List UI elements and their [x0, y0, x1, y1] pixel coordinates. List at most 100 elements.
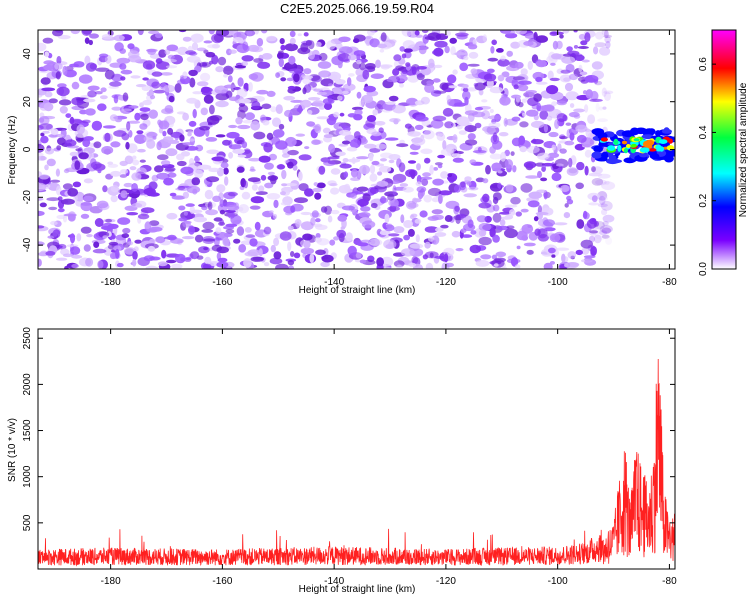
heatmap-cell: [113, 130, 127, 137]
heatmap-cell: [605, 236, 613, 245]
heatmap-cell: [518, 80, 532, 85]
heatmap-cell: [444, 215, 453, 222]
heatmap-cell: [453, 102, 466, 107]
heatmap-cell: [87, 90, 97, 98]
heatmap-cell: [564, 203, 569, 208]
heatmap-cell: [515, 95, 521, 103]
x-tick-label: -120: [436, 277, 456, 288]
heatmap-cell: [396, 264, 403, 269]
heatmap-cell: [399, 139, 405, 145]
heatmap-cell: [72, 181, 82, 188]
heatmap-cell: [498, 132, 509, 137]
heatmap-cell: [227, 211, 236, 219]
heatmap-cell: [270, 175, 277, 185]
heatmap-cell: [205, 51, 216, 58]
heatmap-cell: [474, 106, 484, 111]
heatmap-cell: [188, 120, 197, 127]
heatmap-cell: [110, 141, 121, 148]
heatmap-cell: [67, 214, 76, 222]
heatmap-cell: [483, 73, 497, 82]
heatmap-cell: [416, 163, 421, 171]
heatmap-cell: [464, 125, 477, 133]
heatmap-cell: [157, 261, 168, 267]
heatmap-cell: [434, 232, 447, 237]
heatmap-cell: [444, 45, 450, 54]
heatmap-cell: [478, 202, 492, 209]
heatmap-cell: [467, 44, 478, 50]
heatmap-cell: [621, 130, 636, 138]
heatmap-cell: [374, 121, 386, 126]
heatmap-cell: [318, 165, 326, 175]
heatmap-cell: [511, 137, 522, 147]
heatmap-cell: [311, 210, 319, 218]
heatmap-cell: [597, 203, 608, 208]
heatmap-cell: [185, 50, 197, 55]
heatmap-cell: [264, 162, 274, 170]
heatmap-cell: [504, 159, 514, 169]
heatmap-cell: [400, 248, 415, 257]
heatmap-cell: [470, 68, 478, 75]
heatmap-cell: [171, 263, 183, 269]
heatmap-cell: [258, 248, 263, 257]
heatmap-cell: [476, 215, 487, 223]
heatmap-cell: [541, 164, 547, 172]
heatmap-cell: [137, 148, 146, 153]
heatmap-cell: [475, 177, 485, 183]
heatmap-cell: [126, 212, 139, 216]
heatmap-cell: [233, 202, 239, 209]
heatmap-cell: [191, 42, 199, 51]
heatmap-cell: [505, 183, 514, 193]
heatmap-cell: [242, 41, 249, 51]
heatmap-cell: [456, 124, 463, 130]
heatmap-cell: [249, 205, 261, 210]
heatmap-cell: [420, 96, 430, 105]
heatmap-cell: [436, 133, 446, 141]
heatmap-cell: [456, 213, 467, 219]
heatmap-cell: [567, 251, 577, 259]
heatmap-cell: [160, 72, 173, 76]
heatmap-cell: [153, 89, 166, 94]
heatmap-cell: [375, 59, 381, 69]
heatmap-cell: [447, 74, 457, 84]
heatmap-cell: [598, 106, 604, 111]
heatmap-cell: [263, 262, 270, 267]
heatmap-cell: [232, 37, 244, 43]
heatmap-cell: [405, 62, 411, 67]
heatmap-cell: [65, 113, 72, 118]
heatmap-cell: [591, 166, 596, 173]
heatmap-cell: [551, 172, 562, 182]
heatmap-cell: [270, 244, 276, 253]
heatmap-cell: [584, 165, 589, 176]
heatmap-cell: [448, 85, 458, 89]
heatmap-cell: [339, 112, 345, 117]
heatmap-cell: [237, 77, 244, 87]
heatmap-cell: [600, 200, 613, 211]
heatmap-cell: [380, 158, 387, 162]
heatmap-cell: [155, 58, 163, 64]
heatmap-cell: [279, 38, 285, 45]
heatmap-cell: [462, 122, 469, 126]
heatmap-cell: [499, 96, 511, 106]
heatmap-cell: [194, 234, 204, 243]
heatmap-cell: [385, 101, 396, 105]
heatmap-cell: [287, 225, 294, 231]
heatmap-cell: [148, 30, 160, 35]
heatmap-cell: [512, 76, 525, 81]
heatmap-cell: [407, 160, 417, 164]
heatmap-cell: [216, 184, 226, 193]
heatmap-cell: [519, 121, 529, 128]
heatmap-cell: [359, 259, 367, 264]
heatmap-cell: [178, 30, 187, 33]
heatmap-cell: [342, 158, 349, 163]
heatmap-cell: [178, 205, 186, 211]
heatmap-cell: [466, 87, 478, 92]
heatmap-cell: [639, 152, 648, 158]
y-tick-label: 40: [22, 48, 33, 60]
heatmap-cell: [527, 60, 533, 70]
heatmap-cell: [432, 239, 437, 244]
heatmap-cell: [497, 182, 502, 189]
heatmap-cell: [314, 237, 323, 243]
heatmap-cell: [399, 46, 405, 52]
heatmap-cell: [123, 182, 133, 188]
